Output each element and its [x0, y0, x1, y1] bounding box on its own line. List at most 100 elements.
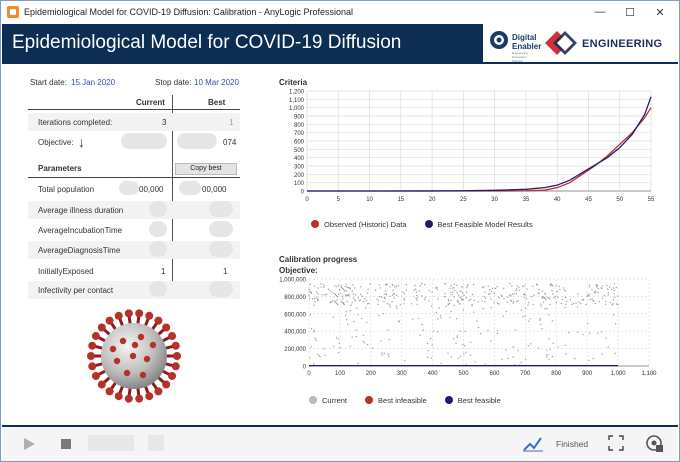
criteria-y-tick-label: 300	[294, 165, 305, 171]
current-iteration-point	[422, 329, 424, 331]
current-iteration-point	[533, 294, 535, 296]
current-iteration-point	[481, 286, 484, 289]
virus-surface-protein	[123, 369, 131, 377]
copy-best-button[interactable]: Copy best	[175, 163, 237, 175]
current-iteration-point	[368, 302, 370, 305]
param-current[interactable]: 1	[161, 267, 166, 276]
current-iteration-point	[381, 352, 383, 354]
play-icon[interactable]	[22, 437, 36, 451]
virus-spike-head	[162, 380, 171, 389]
maximize-button[interactable]: ☐	[625, 6, 635, 19]
current-iteration-point	[532, 285, 534, 287]
current-iteration-point	[518, 289, 520, 291]
current-iteration-point	[603, 294, 605, 297]
current-iteration-point	[585, 303, 587, 306]
current-iteration-point	[450, 292, 452, 294]
objective-best-redacted	[177, 133, 217, 149]
current-iteration-point	[395, 305, 398, 307]
current-iteration-point	[457, 300, 459, 303]
current-iteration-point	[378, 284, 381, 286]
current-iteration-point	[555, 285, 557, 287]
current-iteration-point	[309, 357, 311, 359]
stop-icon[interactable]	[60, 438, 72, 450]
current-iteration-point	[430, 305, 433, 307]
current-iteration-point	[346, 300, 348, 302]
current-iteration-point	[552, 342, 554, 344]
legend-best-infeasible: Best infeasible	[365, 396, 427, 405]
current-iteration-point	[459, 303, 461, 305]
current-iteration-point	[502, 287, 505, 289]
param-redacted	[149, 281, 167, 297]
current-iteration-point	[471, 303, 473, 306]
current-iteration-point	[428, 290, 430, 292]
current-iteration-point	[588, 359, 590, 361]
current-iteration-point	[324, 354, 326, 356]
table-header-rule	[28, 109, 240, 110]
criteria-x-tick-label: 45	[585, 197, 592, 203]
current-iteration-point	[588, 293, 590, 295]
progress-legend: Current Best infeasible Best feasible	[309, 396, 501, 405]
current-iteration-point	[546, 349, 548, 352]
current-iteration-point	[455, 342, 457, 345]
current-iteration-point	[396, 294, 398, 296]
criteria-x-tick-label: 40	[554, 197, 561, 203]
current-iteration-point	[617, 303, 619, 306]
current-iteration-point	[456, 335, 459, 337]
current-iteration-point	[324, 294, 326, 296]
table-row	[28, 241, 240, 259]
param-current[interactable]: 00,000	[139, 185, 164, 194]
iterations-label: Iterations completed:	[38, 118, 113, 127]
param-name: AverageIncubationTime	[38, 226, 123, 235]
current-iteration-point	[611, 304, 613, 306]
current-iteration-point	[384, 297, 386, 300]
current-iteration-point	[333, 292, 335, 295]
current-iteration-point	[336, 303, 339, 306]
current-iteration-point	[541, 290, 544, 292]
current-iteration-point	[347, 286, 349, 289]
current-iteration-point	[546, 356, 548, 358]
current-iteration-point	[410, 303, 412, 305]
window-titlebar[interactable]: Epidemiological Model for COVID-19 Diffu…	[1, 1, 679, 23]
current-iteration-point	[479, 332, 482, 335]
current-iteration-point	[386, 303, 389, 305]
minimize-button[interactable]: —	[594, 6, 606, 18]
close-button[interactable]: ✕	[655, 6, 665, 19]
model-time-graph-icon[interactable]	[522, 435, 544, 453]
current-iteration-point	[510, 299, 512, 301]
current-iteration-point	[483, 295, 485, 298]
current-iteration-point	[600, 287, 603, 290]
virus-spike-head	[135, 394, 144, 403]
current-iteration-point	[393, 297, 395, 299]
current-iteration-point	[402, 291, 404, 293]
current-iteration-point	[355, 329, 357, 331]
current-iteration-point	[389, 306, 391, 308]
current-iteration-point	[336, 299, 338, 301]
current-iteration-point	[310, 328, 313, 330]
progress-x-tick-label: 700	[520, 371, 531, 377]
current-iteration-point	[542, 297, 544, 299]
current-iteration-point	[337, 293, 340, 295]
fullscreen-icon[interactable]	[608, 435, 624, 451]
current-iteration-point	[555, 301, 557, 304]
param-name-link[interactable]: Infectivity per contact	[38, 286, 114, 295]
virus-spike-head	[91, 371, 100, 380]
current-iteration-point	[377, 303, 379, 306]
current-iteration-point	[581, 299, 583, 301]
current-iteration-point	[313, 331, 315, 333]
developer-panel-icon[interactable]	[645, 434, 663, 452]
current-iteration-point	[340, 286, 343, 288]
current-iteration-point	[540, 305, 543, 308]
current-iteration-point	[505, 349, 507, 351]
current-iteration-point	[381, 354, 383, 356]
current-iteration-point	[369, 283, 371, 285]
current-iteration-point	[538, 288, 540, 291]
current-iteration-point	[325, 293, 328, 295]
current-iteration-point	[315, 339, 317, 342]
virus-surface-protein	[119, 337, 127, 345]
current-iteration-point	[337, 352, 340, 354]
current-iteration-point	[451, 293, 453, 296]
current-iteration-point	[458, 294, 460, 296]
current-iteration-point	[614, 352, 616, 354]
current-iteration-point	[515, 289, 517, 292]
current-iteration-point	[309, 297, 311, 299]
